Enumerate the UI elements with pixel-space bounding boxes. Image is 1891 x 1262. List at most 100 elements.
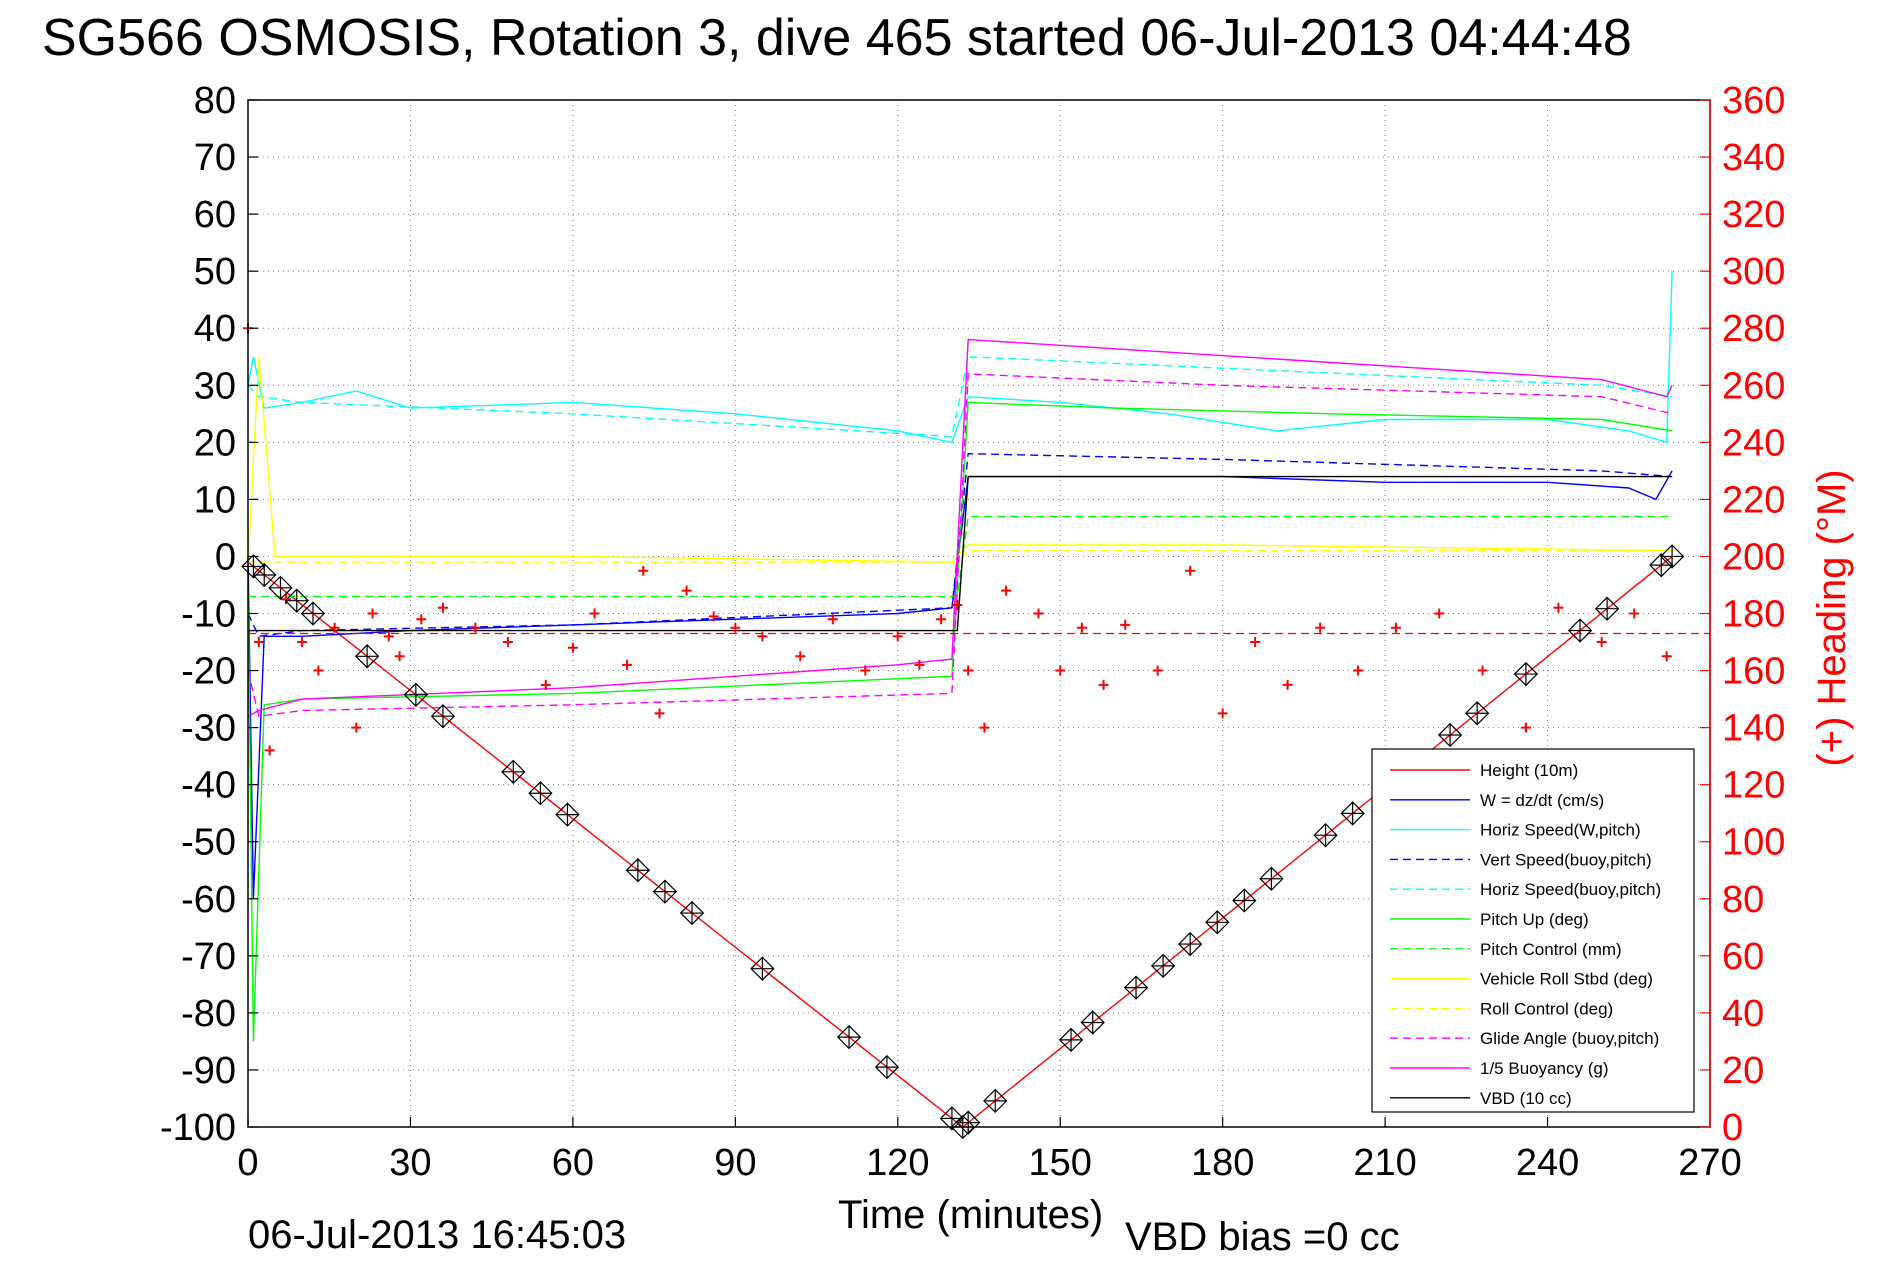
- heading-point: [638, 565, 649, 576]
- x-tick-label: 60: [552, 1142, 594, 1184]
- vbd-marker: [1313, 823, 1338, 848]
- vbd-marker: [652, 879, 678, 904]
- x-tick-label: 240: [1516, 1142, 1579, 1184]
- legend-box: [1371, 748, 1695, 1113]
- x-tick-label: 120: [866, 1142, 929, 1184]
- y-tick-label: -30: [181, 708, 236, 750]
- y2-tick-label: 140: [1722, 708, 1785, 750]
- heading-point: [860, 665, 871, 676]
- heading-point: [1596, 637, 1607, 648]
- heading-point: [681, 585, 692, 596]
- legend-label: Pitch Control (mm): [1480, 940, 1622, 959]
- y2-tick-label: 60: [1722, 936, 1764, 978]
- heading-point: [1185, 565, 1196, 576]
- heading-point: [952, 599, 963, 610]
- y-tick-label: -100: [160, 1107, 236, 1149]
- y-tick-label: 10: [194, 479, 236, 521]
- heading-point: [383, 631, 394, 642]
- y2-tick-label: 260: [1722, 365, 1785, 407]
- legend-label: Horiz Speed(buoy,pitch): [1480, 880, 1661, 899]
- y2-tick-label: 20: [1722, 1050, 1764, 1092]
- legend-label: VBD (10 cc): [1480, 1089, 1572, 1108]
- legend-label: Vert Speed(buoy,pitch): [1480, 850, 1652, 869]
- y2-tick-label: 220: [1722, 479, 1785, 521]
- y-axis-ticks: 80 70 60 50 40 30 20 10 0 -10 -20 -30 -40 -50 -60 -70 -8…: [160, 80, 258, 1149]
- x-tick-label: 180: [1191, 1142, 1254, 1184]
- heading-point: [297, 637, 308, 648]
- heading-point: [1217, 708, 1228, 719]
- heading-point: [264, 745, 275, 756]
- heading-point: [1434, 608, 1445, 619]
- heading-point: [540, 679, 551, 690]
- heading-point: [280, 594, 291, 605]
- vbd-marker: [1123, 975, 1149, 1000]
- vbd-marker: [625, 858, 651, 883]
- heading-point: [1477, 665, 1488, 676]
- heading-point: [795, 651, 806, 662]
- heading-point: [730, 622, 741, 633]
- heading-point: [416, 614, 427, 625]
- legend-label: Horiz Speed(W,pitch): [1480, 821, 1641, 840]
- y-tick-label: 30: [194, 365, 236, 407]
- vbd-marker: [528, 781, 553, 806]
- legend-label: 1/5 Buoyancy (g): [1480, 1059, 1609, 1078]
- heading-point: [757, 631, 768, 642]
- y2-axis-ticks: 3603403203002802602402202001801601401201…: [1700, 80, 1785, 1149]
- x-axis-ticks: 0 30 60 90 120 150 180 210 240 270: [237, 1117, 1742, 1184]
- y-tick-label: 0: [215, 536, 236, 578]
- vbd-marker: [750, 956, 775, 981]
- series-line-pitch-up-deg: [247, 401, 1673, 1042]
- y-tick-label: 80: [194, 80, 236, 122]
- heading-point: [470, 622, 481, 633]
- heading-point: [1120, 619, 1131, 630]
- y-tick-label: 20: [194, 422, 236, 464]
- heading-point: [394, 651, 405, 662]
- y-tick-label: -20: [181, 651, 236, 693]
- legend-label: Height (10m): [1480, 761, 1578, 780]
- y-tick-label: -60: [181, 879, 236, 921]
- y2-tick-label: 40: [1722, 993, 1764, 1035]
- y2-tick-label: 300: [1722, 251, 1785, 293]
- legend-label: Pitch Up (deg): [1480, 910, 1589, 929]
- vbd-marker: [1080, 1010, 1105, 1035]
- vbd-marker: [501, 759, 526, 784]
- y2-tick-label: 320: [1722, 194, 1785, 236]
- y2-tick-label: 280: [1722, 308, 1785, 350]
- vbd-marker: [679, 900, 705, 926]
- x-tick-label: 90: [714, 1142, 756, 1184]
- heading-point: [622, 659, 633, 670]
- series-line-vert-speed-buoy-pitch: [247, 452, 1673, 638]
- vbd-marker: [1205, 910, 1230, 935]
- vbd-marker: [874, 1054, 900, 1080]
- y-tick-label: -90: [181, 1050, 236, 1092]
- series-layer: [247, 271, 1673, 1128]
- y2-tick-label: 180: [1722, 594, 1785, 636]
- x-tick-label: 30: [389, 1142, 431, 1184]
- vbd-marker: [284, 588, 309, 613]
- vbd-marker: [1178, 931, 1203, 957]
- vbd-marker: [555, 802, 580, 827]
- y2-tick-label: 200: [1722, 536, 1785, 578]
- heading-point: [1629, 608, 1640, 619]
- series-line-1-5-buoyancy-g: [247, 338, 1673, 717]
- vbd-marker: [1150, 953, 1176, 979]
- vbd-marker: [1659, 544, 1685, 569]
- y2-tick-label: 360: [1722, 80, 1785, 122]
- y2-tick-label: 80: [1722, 879, 1764, 921]
- vbd-marker: [956, 1110, 981, 1135]
- heading-point: [437, 602, 448, 613]
- heading-point: [1076, 622, 1087, 633]
- heading-point: [351, 722, 362, 733]
- vbd-marker: [268, 575, 293, 600]
- heading-point: [654, 708, 665, 719]
- heading-point: [936, 614, 947, 625]
- y-tick-label: -40: [181, 765, 236, 807]
- heading-point: [963, 665, 974, 676]
- vbd-marker: [1594, 596, 1620, 621]
- vbd-marker: [1058, 1027, 1084, 1053]
- y-tick-label: -50: [181, 822, 236, 864]
- vbd-marker: [836, 1024, 862, 1050]
- heading-point: [827, 614, 838, 625]
- legend-label: Vehicle Roll Stbd (deg): [1480, 970, 1653, 989]
